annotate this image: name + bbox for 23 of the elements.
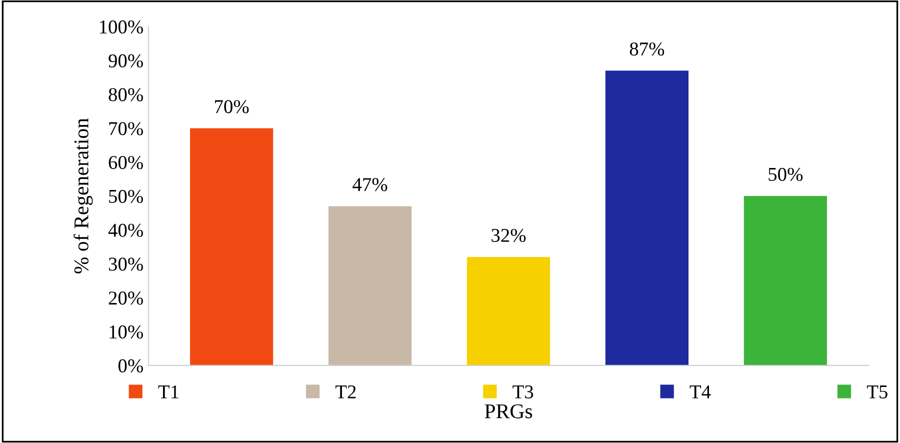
data-label: 50%	[768, 168, 803, 182]
legend-label: T1	[158, 385, 178, 398]
y-tick-label: 70%	[109, 122, 143, 136]
data-label: 70%	[215, 100, 249, 114]
y-tick-label: 60%	[108, 156, 143, 170]
x-axis-title: PRGs	[484, 404, 532, 418]
y-tick-label: 20%	[108, 292, 143, 305]
y-tick-label: 80%	[108, 88, 143, 102]
y-tick-label: 0%	[118, 359, 143, 372]
legend-label: T3	[512, 385, 534, 398]
legend-label: T5	[866, 386, 888, 398]
legend-label: T2	[335, 385, 356, 398]
data-label: 32%	[492, 228, 526, 242]
data-label: 47%	[352, 178, 388, 192]
y-tick-label: 10%	[110, 325, 143, 339]
data-label: 87%	[630, 42, 664, 56]
legend-label: T4	[690, 385, 711, 398]
y-tick-label: 50%	[109, 190, 143, 204]
y-tick-label: 30%	[108, 258, 143, 271]
y-tick-label: 90%	[108, 54, 143, 68]
y-tick-label: 100%	[100, 20, 143, 34]
y-tick-label: 40%	[108, 224, 143, 237]
y-axis-title: % of Regeneration	[74, 118, 93, 274]
